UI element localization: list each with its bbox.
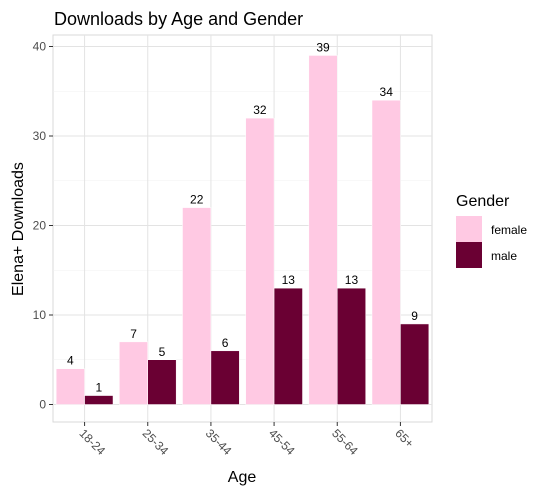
data-label-female-45-54: 32 bbox=[253, 103, 267, 117]
data-label-female-55-64: 39 bbox=[316, 40, 330, 54]
legend-key-female bbox=[456, 216, 482, 242]
bar-female-45-54 bbox=[246, 118, 274, 404]
bar-female-55-64 bbox=[309, 55, 337, 404]
y-axis: 0 10 20 30 40 bbox=[33, 40, 53, 412]
y-tick-label: 0 bbox=[39, 398, 46, 412]
legend: Gender female male bbox=[456, 193, 527, 268]
data-label-female-25-34: 7 bbox=[130, 327, 137, 341]
legend-key-male bbox=[456, 242, 482, 268]
bar-male-55-64 bbox=[337, 288, 365, 404]
x-tick-label: 55-64 bbox=[329, 426, 361, 458]
data-label-male-18-24: 1 bbox=[95, 381, 102, 395]
data-label-female-65+: 34 bbox=[380, 85, 394, 99]
x-tick-label: 45-54 bbox=[266, 426, 298, 458]
x-tick-label: 65+ bbox=[392, 426, 416, 450]
bar-male-45-54 bbox=[274, 288, 302, 404]
data-label-female-35-44: 22 bbox=[190, 193, 204, 207]
y-tick-label: 20 bbox=[33, 219, 47, 233]
legend-title: Gender bbox=[456, 193, 510, 210]
bar-female-18-24 bbox=[56, 369, 84, 405]
bar-male-35-44 bbox=[211, 351, 239, 405]
chart-title: Downloads by Age and Gender bbox=[54, 9, 303, 29]
data-label-male-65+: 9 bbox=[411, 309, 418, 323]
bar-male-25-34 bbox=[148, 360, 176, 405]
legend-label-male: male bbox=[491, 249, 517, 263]
bar-male-65+ bbox=[400, 324, 428, 405]
data-label-female-18-24: 4 bbox=[67, 354, 74, 368]
data-label-male-55-64: 13 bbox=[345, 273, 359, 287]
legend-label-female: female bbox=[491, 223, 527, 237]
data-label-male-25-34: 5 bbox=[159, 345, 166, 359]
data-label-male-45-54: 13 bbox=[282, 273, 296, 287]
y-axis-title: Elena+ Downloads bbox=[10, 162, 27, 296]
bar-male-18-24 bbox=[85, 396, 113, 405]
x-tick-label: 35-44 bbox=[203, 426, 235, 458]
y-tick-label: 40 bbox=[33, 40, 47, 54]
x-tick-label: 25-34 bbox=[140, 426, 172, 458]
x-axis: 18-24 25-34 35-44 45-54 55-64 65+ bbox=[76, 422, 416, 458]
bar-female-35-44 bbox=[182, 208, 210, 405]
y-tick-label: 10 bbox=[33, 308, 47, 322]
bar-female-65+ bbox=[372, 100, 400, 404]
x-axis-title: Age bbox=[228, 469, 257, 486]
data-label-male-35-44: 6 bbox=[222, 336, 229, 350]
y-tick-label: 30 bbox=[33, 129, 47, 143]
bar-female-25-34 bbox=[119, 342, 147, 405]
x-tick-label: 18-24 bbox=[76, 426, 108, 458]
